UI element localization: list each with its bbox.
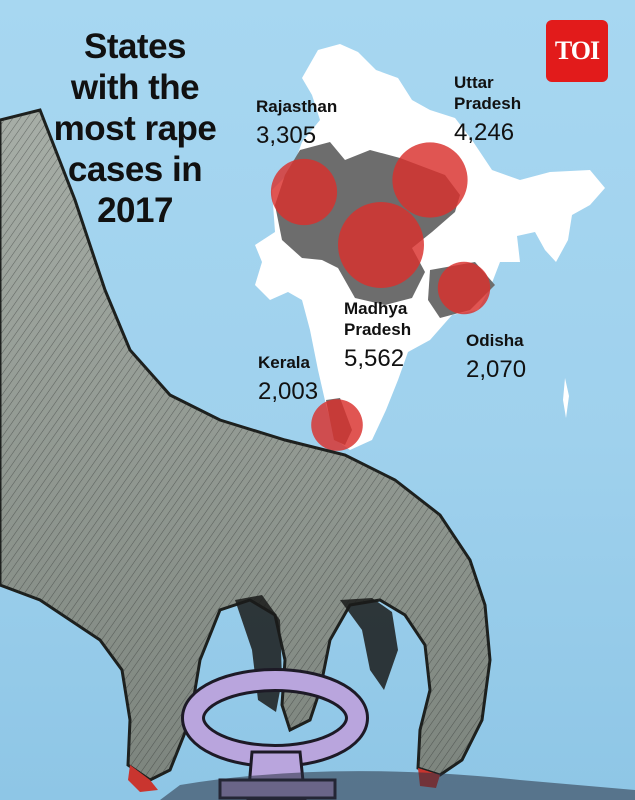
state-label: Rajasthan 3,305 [256, 96, 337, 151]
state-label: Madhya Pradesh 5,562 [344, 298, 411, 374]
finger-shadow [340, 598, 398, 690]
ground-shadow [160, 771, 635, 800]
state-name: Kerala [258, 352, 318, 373]
state-label: Uttar Pradesh 4,246 [454, 72, 521, 148]
state-name: Rajasthan [256, 96, 337, 117]
state-bubble [311, 399, 363, 451]
state-name: Pradesh [344, 319, 411, 340]
state-name: Uttar [454, 72, 521, 93]
state-bubble [392, 142, 467, 217]
state-label: Odisha 2,070 [466, 330, 526, 385]
state-name: Pradesh [454, 93, 521, 114]
state-value: 2,070 [466, 355, 526, 385]
andaman-islands [563, 378, 569, 418]
state-bubble [271, 159, 337, 225]
state-name: Odisha [466, 330, 526, 351]
state-label: Kerala 2,003 [258, 352, 318, 407]
state-bubble [338, 202, 424, 288]
state-name: Madhya [344, 298, 411, 319]
state-value: 5,562 [344, 344, 411, 374]
state-value: 3,305 [256, 121, 337, 151]
state-value: 4,246 [454, 118, 521, 148]
state-value: 2,003 [258, 377, 318, 407]
state-bubble [438, 262, 490, 314]
